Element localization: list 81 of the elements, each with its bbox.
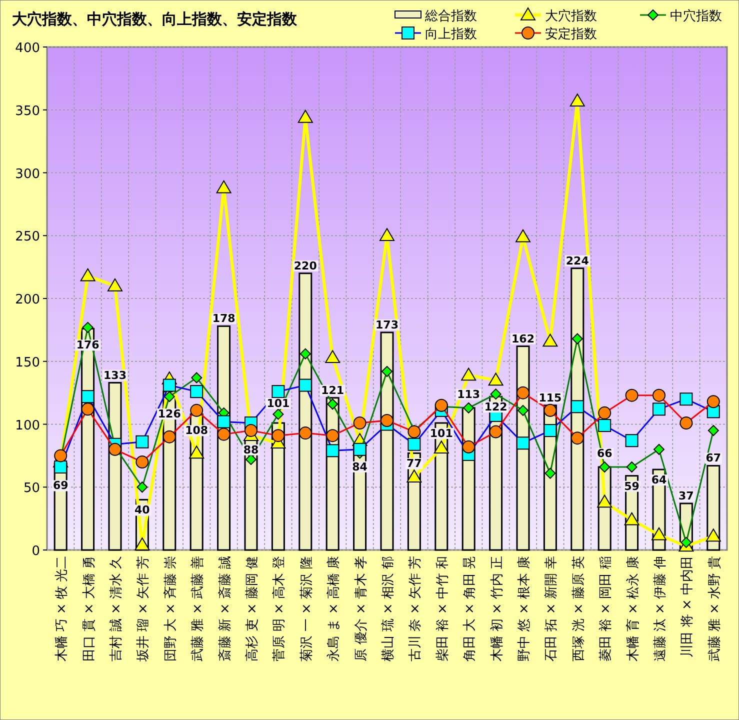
legend-label: 中穴指数 xyxy=(670,9,722,24)
x-tick-label: 永島 ま × 高橋 康 xyxy=(326,556,342,662)
data-label: 122 xyxy=(483,400,508,414)
x-tick-label: 坂井 瑠 × 矢作 芳 xyxy=(136,556,152,662)
point xyxy=(298,110,313,123)
legend-label: 安定指数 xyxy=(545,26,597,42)
x-tick-label: 木幡 育 × 松永 康 xyxy=(624,556,641,662)
data-label: 40 xyxy=(134,504,152,517)
point xyxy=(542,334,558,347)
x-tick-label: 角田 大 × 角田 晃 xyxy=(462,556,478,662)
x-tick-label: 遠藤 汰 × 伊藤 伸 xyxy=(653,556,668,662)
data-label: 59 xyxy=(623,480,640,493)
chart-title: 大穴指数、中穴指数、向上指数、安定指数 xyxy=(12,10,298,28)
x-tick-label: 木幡 巧 × 牧 光二 xyxy=(54,556,70,662)
point xyxy=(189,446,204,459)
data-label: 37 xyxy=(678,489,695,502)
y-tick-label: 300 xyxy=(15,166,40,182)
x-tick-label: 野中 悠 × 根本 康 xyxy=(517,556,532,662)
x-tick-label: 西塚 洸 × 藤原 英 xyxy=(571,556,586,662)
data-label: 126 xyxy=(156,408,182,421)
y-tick-label: 350 xyxy=(15,104,40,119)
point xyxy=(216,180,232,194)
data-label: 176 xyxy=(75,338,101,352)
data-label: 173 xyxy=(374,318,400,332)
point xyxy=(516,229,530,242)
data-label: 115 xyxy=(538,391,563,404)
x-tick-label: 高杉 吏 × 藤岡 健 xyxy=(244,556,260,662)
x-tick-label: 菱田 裕 × 岡田 稲 xyxy=(598,556,614,662)
legend-label: 総合指数 xyxy=(424,9,477,24)
y-tick-label: 150 xyxy=(15,355,40,370)
data-label: 162 xyxy=(510,332,536,346)
point xyxy=(406,470,422,482)
point xyxy=(624,512,640,526)
x-tick-label: 原 優介 × 青木 孝 xyxy=(354,556,369,662)
point xyxy=(325,350,340,364)
point xyxy=(597,494,612,508)
point xyxy=(134,537,150,550)
x-tick-label: 柴田 裕 × 中竹 和 xyxy=(435,556,450,662)
point xyxy=(380,228,394,242)
x-tick-label: 横山 琉 × 相沢 郁 xyxy=(381,556,396,662)
y-tick-label: 100 xyxy=(15,418,40,434)
x-tick-label: 木幡 初 × 竹内 正 xyxy=(490,556,505,662)
point xyxy=(652,527,666,540)
data-label: 113 xyxy=(456,388,482,401)
y-tick-label: 200 xyxy=(15,292,40,308)
data-label: 69 xyxy=(52,479,70,492)
x-tick-label: 古川 奈 × 矢作 芳 xyxy=(408,556,424,662)
point xyxy=(570,94,585,106)
point xyxy=(80,268,96,282)
point xyxy=(108,278,122,292)
data-label: 178 xyxy=(211,312,236,326)
point xyxy=(461,368,476,381)
point xyxy=(706,528,721,542)
point xyxy=(434,440,449,454)
x-tick-label: 田口 貫 × 大橋 勇 xyxy=(82,556,97,662)
x-tick-label: 菅原 明 × 高木 登 xyxy=(271,556,288,662)
x-tick-label: 武藤 雅 × 武藤 善 xyxy=(190,556,206,662)
y-tick-label: 400 xyxy=(15,41,40,56)
data-label: 121 xyxy=(320,384,346,397)
legend-label: 大穴指数 xyxy=(545,9,597,24)
legend-label: 向上指数 xyxy=(425,27,477,42)
data-label: 77 xyxy=(406,457,423,470)
y-tick-label: 50 xyxy=(23,481,40,496)
x-tick-label: 石田 拓 × 新開 幸 xyxy=(544,556,560,662)
x-tick-label: 菊沢 一 × 菊沢 隆 xyxy=(299,556,314,662)
bar xyxy=(706,464,720,551)
x-tick-label: 武藤 雅 × 水野 貴 xyxy=(707,556,722,662)
data-label: 133 xyxy=(102,368,128,382)
x-tick-label: 川田 将 × 中内田 xyxy=(680,556,696,658)
y-tick-label: 0 xyxy=(32,544,40,559)
x-tick-label: 吉村 誠 × 清水 久 xyxy=(109,556,124,662)
data-label: 67 xyxy=(704,452,722,465)
data-label: 108 xyxy=(184,424,210,438)
point xyxy=(488,372,504,386)
data-label: 64 xyxy=(650,474,668,487)
x-tick-label: 斎藤 新 × 斎藤 誠 xyxy=(216,556,233,662)
data-label: 84 xyxy=(351,460,369,474)
y-tick-label: 250 xyxy=(15,230,40,245)
data-label: 101 xyxy=(266,397,291,410)
data-label: 66 xyxy=(596,447,614,460)
x-tick-label: 団野 大 × 斉藤 崇 xyxy=(162,556,178,662)
